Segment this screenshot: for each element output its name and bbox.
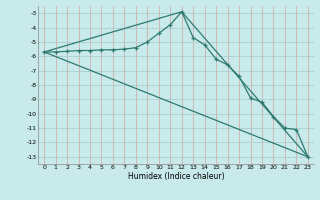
X-axis label: Humidex (Indice chaleur): Humidex (Indice chaleur) (128, 172, 224, 181)
